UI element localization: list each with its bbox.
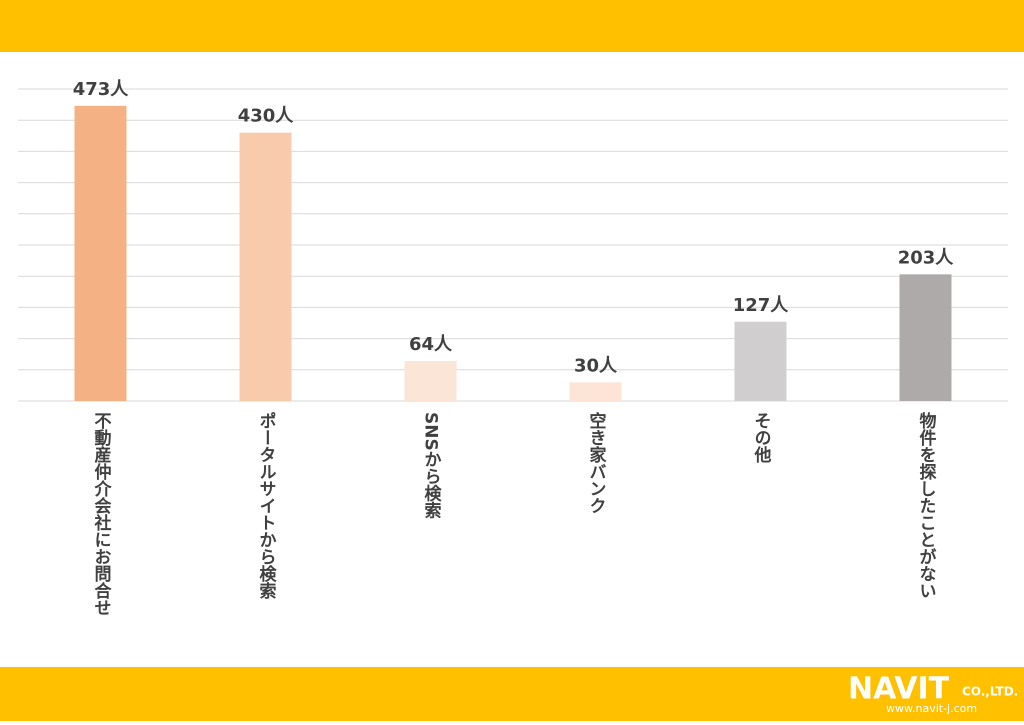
bar <box>74 105 127 402</box>
x-tick-label: その他 <box>751 412 773 463</box>
bar <box>239 132 292 401</box>
x-tick-label: 不動産仲介会社にお問合せ <box>91 412 113 616</box>
bar <box>734 321 787 401</box>
footer-band <box>0 667 1024 721</box>
header-band <box>0 0 1024 52</box>
logo-name: NAVIT <box>848 672 950 707</box>
value-label: 473人 <box>73 79 130 100</box>
bar <box>404 361 457 401</box>
bar <box>899 274 952 401</box>
value-label: 30人 <box>574 355 618 376</box>
logo-url: www.navit-j.com <box>886 702 977 715</box>
x-tick-label: 物件を探したことがない <box>916 411 937 599</box>
x-tick-label: 空き家バンク <box>586 411 607 514</box>
value-label: 64人 <box>409 334 453 355</box>
value-label: 203人 <box>898 247 955 268</box>
x-tick-label: ポータルサイトから検索 <box>256 411 277 600</box>
logo-suffix: CO.,LTD. <box>962 685 1018 699</box>
x-tick-label: SNSから検索 <box>421 412 442 520</box>
bar <box>569 382 622 401</box>
value-label: 127人 <box>733 295 790 316</box>
value-label: 430人 <box>238 106 295 127</box>
